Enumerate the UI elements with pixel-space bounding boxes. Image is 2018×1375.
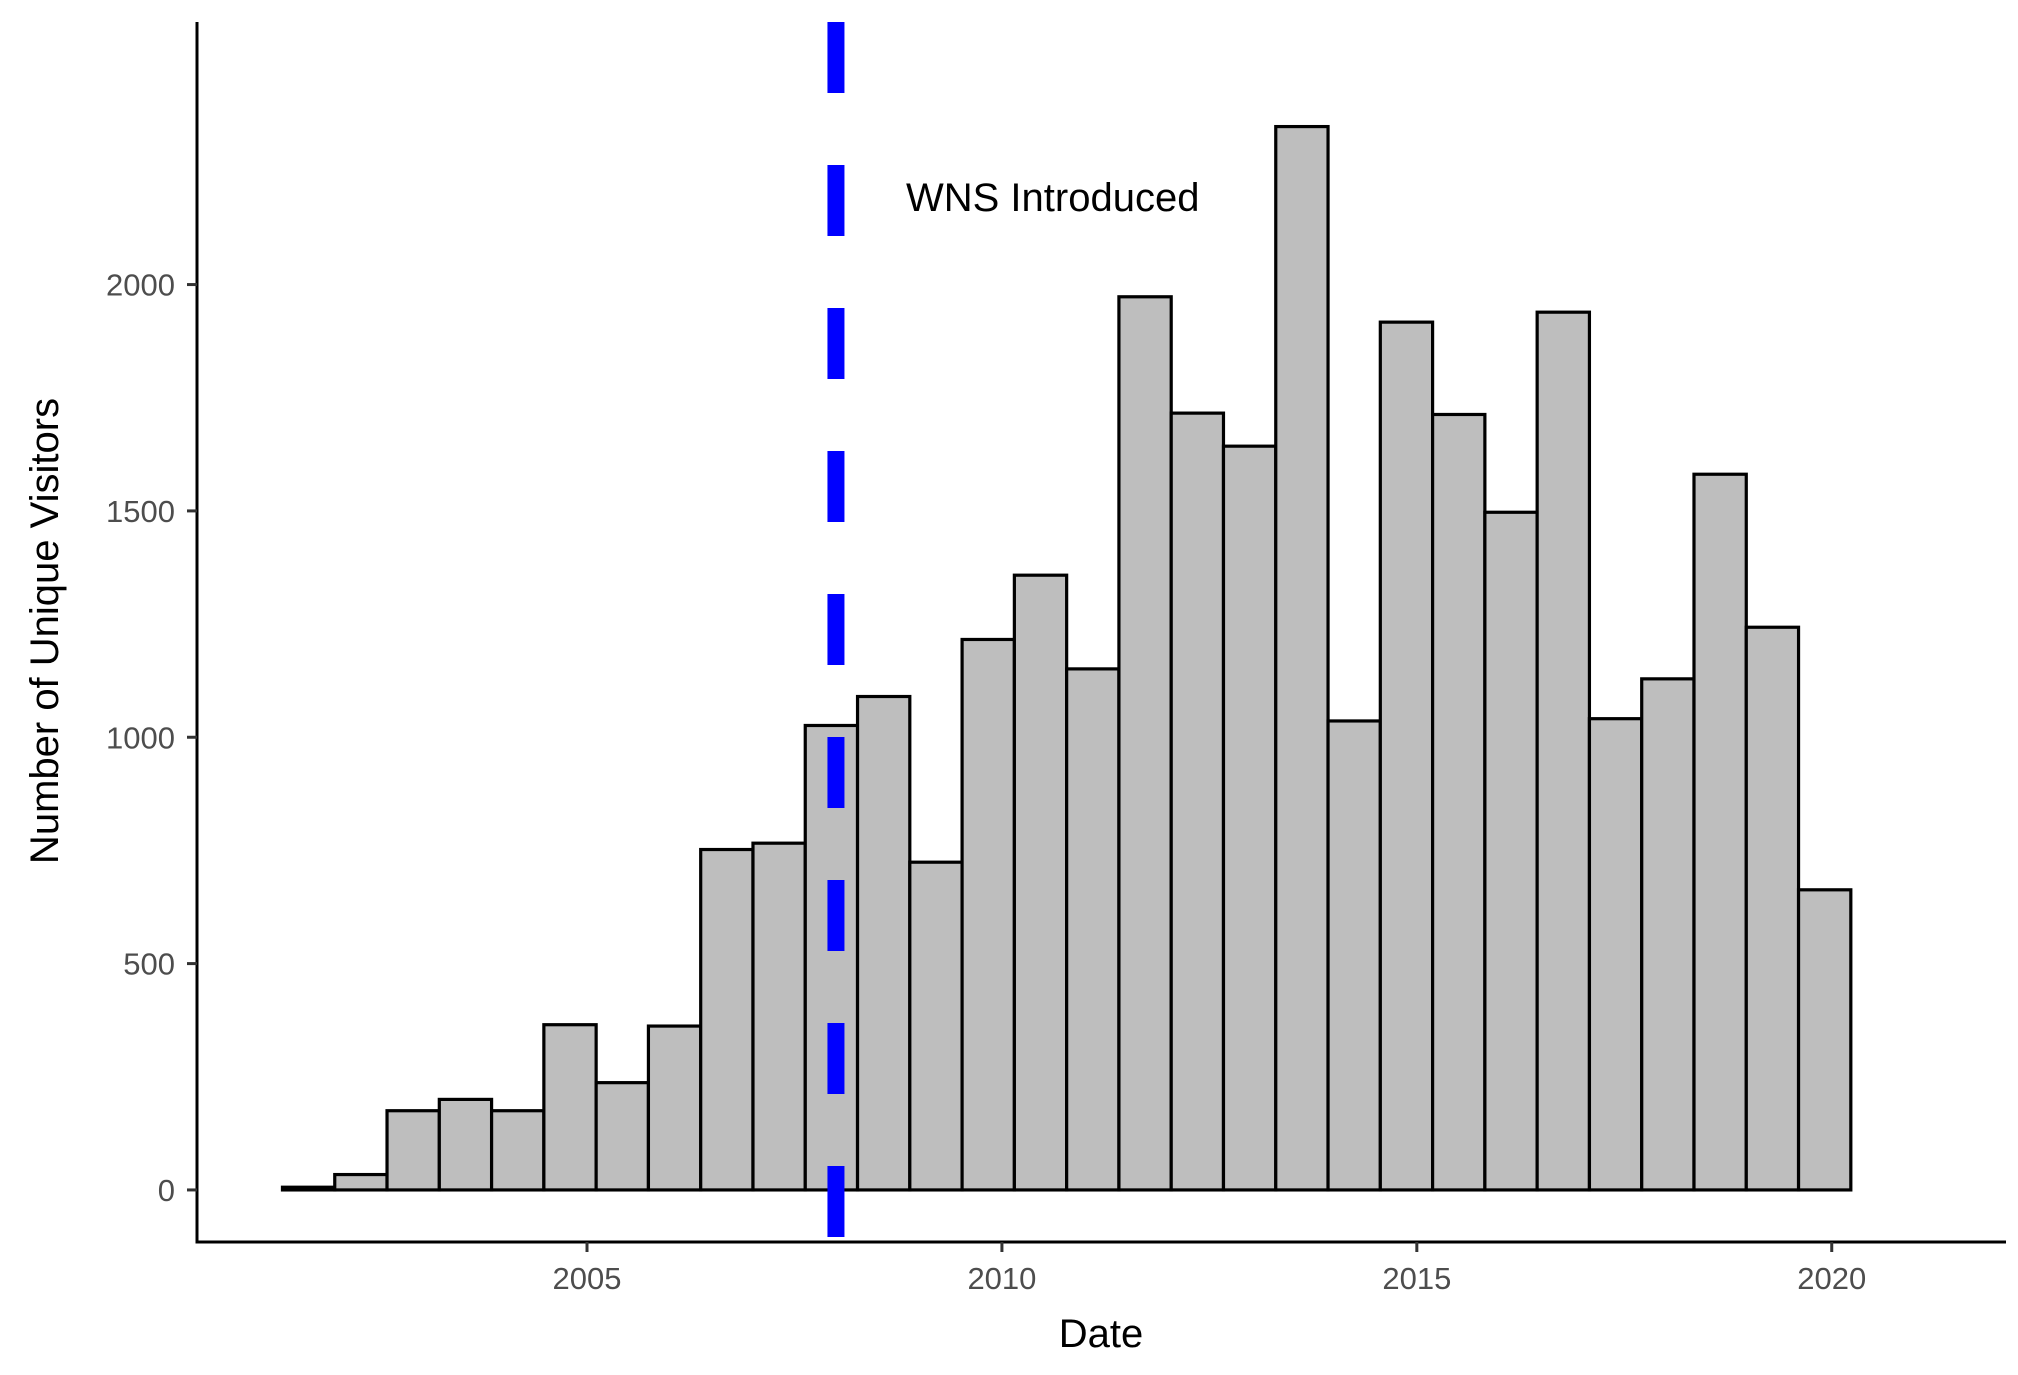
histogram-bar-18 [1221,444,1278,1192]
x-tick-label-2: 2015 [1382,1261,1451,1296]
y-tick-label-0: 0 [158,1173,175,1208]
histogram-bar-15 [1065,667,1121,1192]
x-tick-label-3: 2020 [1797,1261,1866,1296]
histogram-bar-16 [1117,295,1173,1192]
histogram-bar-12 [908,860,964,1192]
histogram-bar-24 [1535,310,1592,1192]
histogram-bar-11 [855,694,912,1192]
histogram-bar-21 [1378,320,1435,1192]
y-tick-label-2: 1000 [106,720,175,755]
histogram-bar-0 [280,1185,337,1192]
histogram-bar-4 [489,1109,546,1192]
vline-annotation-label: WNS Introduced [906,176,1199,220]
x-tick-label-0: 2005 [553,1261,622,1296]
histogram-bar-8 [699,847,755,1192]
y-axis-title: Number of Unique Visitors [23,398,67,864]
histogram-bar-9 [751,841,807,1192]
histogram-bar-14 [1012,573,1069,1192]
histogram-bar-3 [437,1097,494,1192]
histogram-bar-17 [1169,411,1226,1192]
histogram-bar-26 [1640,677,1696,1192]
histogram-bar-20 [1326,719,1382,1192]
histogram-bar-1 [333,1172,389,1192]
y-tick-label-4: 2000 [106,268,175,303]
histogram-bar-19 [1274,124,1330,1192]
histogram-bar-5 [542,1023,598,1192]
histogram-bar-23 [1483,510,1539,1192]
x-tick-label-1: 2010 [967,1261,1036,1296]
histogram-bar-7 [646,1024,703,1192]
x-axis-title: Date [1059,1312,1144,1356]
histogram-bar-27 [1692,472,1748,1192]
histogram-bar-25 [1587,717,1644,1192]
bars-layer [280,124,1853,1192]
histogram-bar-13 [960,637,1016,1192]
histogram-bar-28 [1744,625,1801,1192]
ticks-layer: 2005 2010 2015 2020 0 500 1000 1500 2000 [106,268,1866,1296]
histogram-bar-6 [594,1081,651,1192]
y-tick-label-1: 500 [123,947,175,982]
y-tick-label-3: 1500 [106,494,175,529]
axes-layer [195,22,2006,1244]
histogram-bar-29 [1796,888,1853,1192]
histogram-bar-2 [385,1109,441,1192]
histogram-bar-22 [1430,412,1487,1192]
